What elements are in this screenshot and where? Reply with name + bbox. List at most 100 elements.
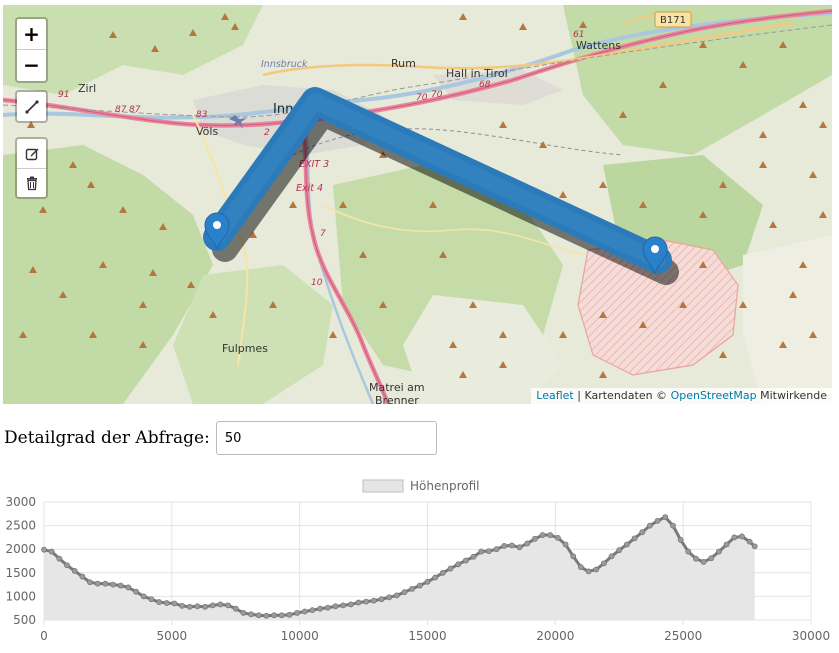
elevation-point — [370, 597, 377, 604]
label-r70: 70 — [416, 93, 428, 103]
legend-label: Höhenprofil — [410, 479, 479, 493]
peak-icon — [789, 291, 797, 298]
label-r91: 91 — [58, 90, 69, 100]
delete-layers-button[interactable] — [17, 168, 46, 197]
elevation-point — [624, 541, 630, 548]
peak-icon — [149, 269, 157, 276]
elevation-point — [639, 529, 646, 536]
peak-icon — [329, 331, 337, 338]
peak-icon — [89, 331, 97, 338]
edit-toolbar — [15, 137, 48, 199]
peak-icon — [221, 13, 229, 20]
zoom-in-button[interactable]: + — [23, 22, 40, 46]
elevation-point — [294, 610, 301, 616]
elevation-point — [562, 541, 569, 548]
elevation-point — [593, 566, 600, 573]
elevation-point — [723, 541, 730, 548]
peak-icon — [159, 223, 167, 230]
elevation-point — [156, 599, 162, 605]
zoom-out-button[interactable]: − — [17, 49, 46, 79]
label-hall: Hall in Tirol — [446, 67, 508, 80]
peak-icon — [639, 321, 647, 328]
edit-layers-button[interactable] — [17, 139, 46, 168]
label-r10: 10 — [311, 278, 323, 288]
elevation-point — [117, 582, 124, 589]
peak-icon — [719, 181, 727, 188]
elevation-point — [746, 538, 753, 545]
elevation-point — [608, 553, 615, 560]
label-r68: 68 — [479, 80, 491, 90]
route-end-marker[interactable] — [642, 236, 668, 275]
elevation-point — [94, 580, 101, 587]
attribution-text: | Kartendaten © — [573, 389, 671, 402]
peak-icon — [779, 41, 787, 48]
elevation-point — [217, 601, 224, 608]
map[interactable]: Rum Wattens Hall in Tirol Zirl Völs Inns… — [3, 5, 832, 404]
elevation-point — [409, 585, 416, 592]
peak-icon — [87, 181, 95, 188]
peak-icon — [639, 201, 647, 208]
elevation-point — [478, 548, 485, 555]
peak-icon — [139, 341, 147, 348]
elevation-point — [255, 612, 262, 619]
elevation-point — [654, 517, 661, 524]
y-tick-label: 2000 — [5, 542, 36, 556]
elevation-point — [79, 573, 86, 580]
elevation-point — [578, 564, 584, 571]
peak-icon — [27, 121, 35, 128]
elevation-point — [378, 596, 385, 603]
elevation-point — [110, 581, 116, 588]
label-fulpmes: Fulpmes — [222, 342, 268, 355]
label-r70b: 70 — [431, 90, 443, 100]
peak-icon — [809, 171, 817, 178]
road-shield-b171: B171 — [654, 11, 692, 28]
legend-swatch — [362, 479, 404, 493]
trash-icon — [26, 176, 37, 191]
svg-text:B171: B171 — [660, 15, 686, 26]
elevation-point — [194, 603, 201, 610]
elevation-point — [301, 608, 308, 615]
x-tick-label: 20000 — [536, 629, 574, 643]
peak-icon — [231, 23, 239, 30]
elevation-point — [324, 604, 331, 611]
peak-icon — [499, 331, 507, 338]
label-r83: 83 — [196, 110, 208, 120]
osm-link[interactable]: OpenStreetMap — [670, 389, 757, 402]
y-tick-label: 1000 — [5, 589, 36, 603]
elevation-point — [363, 598, 370, 605]
elevation-point — [685, 548, 692, 555]
peak-icon — [759, 161, 767, 168]
route-start-marker[interactable] — [204, 212, 230, 251]
elevation-point — [386, 594, 393, 601]
elevation-point — [232, 605, 239, 612]
elevation-point — [102, 580, 109, 587]
label-brenner: Brenner — [375, 394, 419, 404]
peak-icon — [339, 201, 347, 208]
elevation-point — [700, 559, 707, 565]
chart-legend[interactable]: Höhenprofil — [362, 479, 479, 493]
peak-icon — [209, 311, 217, 318]
peak-icon — [109, 31, 117, 38]
attribution-suffix: Mitwirkende — [756, 389, 827, 402]
peak-icon — [559, 331, 567, 338]
draw-polyline-button[interactable] — [17, 92, 46, 121]
peak-icon — [269, 301, 277, 308]
peak-icon — [59, 291, 67, 298]
elevation-point — [670, 522, 676, 529]
elevation-point — [202, 603, 208, 610]
detail-input[interactable] — [215, 421, 437, 455]
elevation-point — [263, 612, 270, 619]
elevation-point — [271, 612, 277, 619]
peak-icon — [819, 121, 827, 128]
peak-icon — [459, 13, 467, 20]
peak-icon — [699, 41, 707, 48]
elevation-point — [739, 533, 745, 540]
elevation-point — [751, 543, 758, 550]
label-rum: Rum — [391, 57, 416, 70]
leaflet-link[interactable]: Leaflet — [536, 389, 574, 402]
label-innsbruck-small: Innsbruck — [261, 59, 308, 70]
peak-icon — [619, 111, 627, 118]
elevation-point — [531, 535, 538, 542]
elevation-point — [163, 600, 170, 606]
peak-icon — [139, 301, 147, 308]
